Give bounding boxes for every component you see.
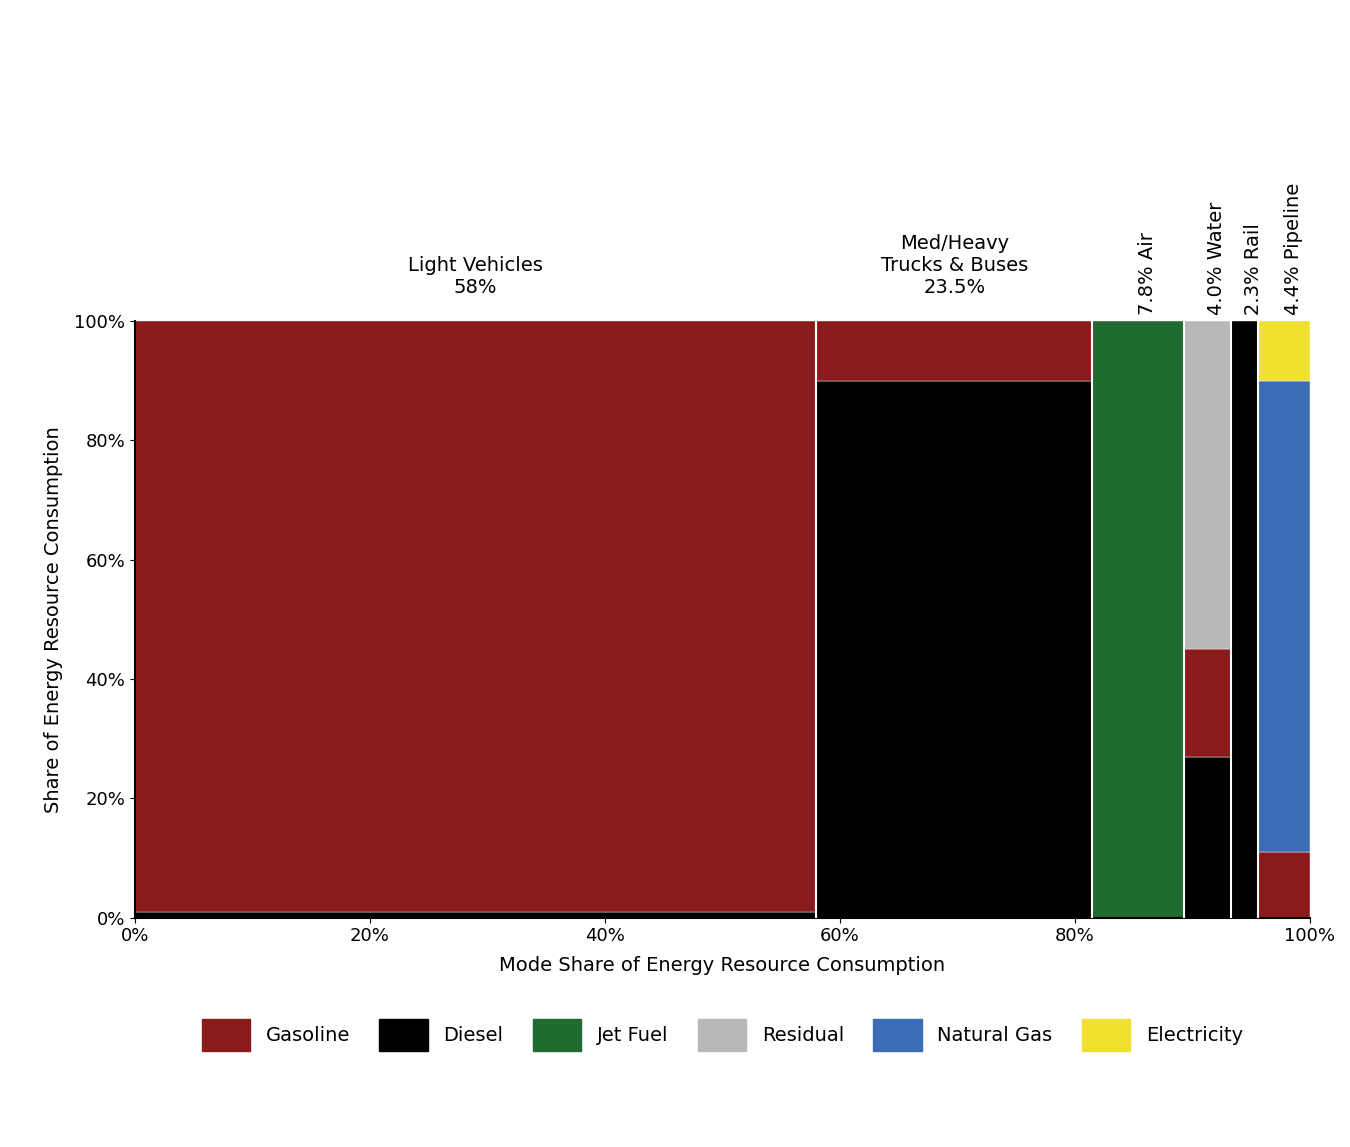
- Y-axis label: Share of Energy Resource Consumption: Share of Energy Resource Consumption: [45, 426, 63, 813]
- Text: 7.8% Air: 7.8% Air: [1138, 233, 1157, 315]
- Bar: [1258, 852, 1310, 918]
- Bar: [1258, 321, 1310, 381]
- Bar: [1092, 321, 1184, 918]
- Text: Med/Heavy
Trucks & Buses
23.5%: Med/Heavy Trucks & Buses 23.5%: [880, 234, 1027, 297]
- Bar: [1184, 649, 1231, 757]
- X-axis label: Mode Share of Energy Resource Consumption: Mode Share of Energy Resource Consumptio…: [500, 957, 945, 975]
- Text: 4.0% Water: 4.0% Water: [1207, 202, 1226, 315]
- Bar: [817, 381, 1092, 918]
- Text: 2.3% Rail: 2.3% Rail: [1245, 224, 1264, 315]
- Text: 4.4% Pipeline: 4.4% Pipeline: [1284, 182, 1303, 315]
- Text: Light Vehicles
58%: Light Vehicles 58%: [408, 256, 543, 297]
- Legend: Gasoline, Diesel, Jet Fuel, Residual, Natural Gas, Electricity: Gasoline, Diesel, Jet Fuel, Residual, Na…: [194, 1011, 1250, 1059]
- Bar: [1184, 757, 1231, 918]
- Bar: [135, 321, 817, 912]
- Bar: [135, 912, 817, 918]
- Bar: [1231, 321, 1258, 918]
- Bar: [1258, 381, 1310, 852]
- Bar: [817, 321, 1092, 381]
- Bar: [1184, 321, 1231, 649]
